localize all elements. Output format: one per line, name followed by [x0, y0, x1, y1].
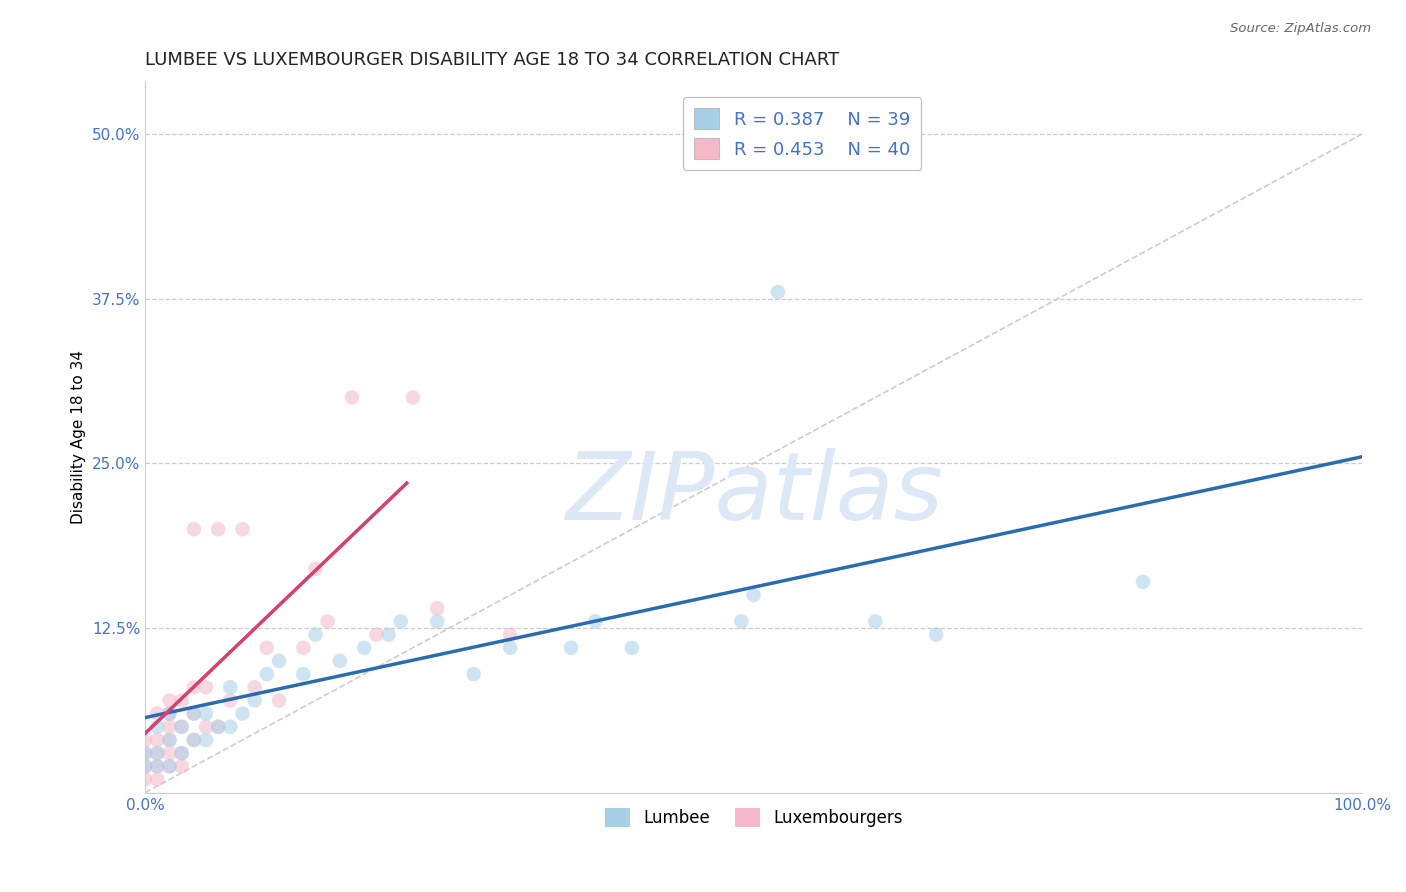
Point [231, 522, 253, 536]
Point [316, 615, 339, 629]
Point [329, 654, 352, 668]
Point [170, 746, 193, 760]
Point [170, 759, 193, 773]
Text: LUMBEE VS LUXEMBOURGER DISABILITY AGE 18 TO 34 CORRELATION CHART: LUMBEE VS LUXEMBOURGER DISABILITY AGE 18… [145, 51, 839, 69]
Point [170, 746, 193, 760]
Point [195, 733, 218, 747]
Point [366, 627, 388, 641]
Point [146, 746, 169, 760]
Point [134, 746, 156, 760]
Y-axis label: Disability Age 18 to 34: Disability Age 18 to 34 [72, 350, 86, 524]
Point [463, 667, 485, 681]
Point [159, 746, 181, 760]
Point [170, 693, 193, 707]
Point [207, 522, 229, 536]
Point [304, 562, 326, 576]
Point [560, 640, 582, 655]
Point [620, 640, 643, 655]
Point [402, 391, 425, 405]
Point [292, 667, 315, 681]
Point [243, 680, 266, 694]
Point [353, 640, 375, 655]
Point [267, 693, 290, 707]
Point [170, 720, 193, 734]
Point [146, 720, 169, 734]
Point [146, 746, 169, 760]
Point [134, 746, 156, 760]
Text: ZIPatlas: ZIPatlas [565, 449, 942, 540]
Point [426, 615, 449, 629]
Point [146, 733, 169, 747]
Point [292, 640, 315, 655]
Point [146, 706, 169, 721]
Point [340, 391, 363, 405]
Point [159, 759, 181, 773]
Point [925, 627, 948, 641]
Point [183, 706, 205, 721]
Point [159, 706, 181, 721]
Point [219, 680, 242, 694]
Point [146, 759, 169, 773]
Point [134, 733, 156, 747]
Point [159, 720, 181, 734]
Point [730, 615, 752, 629]
Point [377, 627, 399, 641]
Text: Source: ZipAtlas.com: Source: ZipAtlas.com [1230, 22, 1371, 36]
Point [742, 588, 765, 602]
Point [170, 720, 193, 734]
Point [865, 615, 887, 629]
Point [207, 720, 229, 734]
Point [195, 680, 218, 694]
Point [256, 667, 278, 681]
Point [243, 693, 266, 707]
Point [426, 601, 449, 615]
Point [159, 733, 181, 747]
Point [195, 720, 218, 734]
Legend: Lumbee, Luxembourgers: Lumbee, Luxembourgers [598, 802, 910, 834]
Point [499, 640, 522, 655]
Point [499, 627, 522, 641]
Point [159, 706, 181, 721]
Point [1132, 574, 1154, 589]
Point [766, 285, 789, 299]
Point [183, 706, 205, 721]
Point [183, 680, 205, 694]
Point [146, 772, 169, 787]
Point [207, 720, 229, 734]
Point [159, 733, 181, 747]
Point [183, 733, 205, 747]
Point [159, 759, 181, 773]
Point [267, 654, 290, 668]
Point [146, 759, 169, 773]
Point [195, 706, 218, 721]
Point [256, 640, 278, 655]
Point [219, 720, 242, 734]
Point [219, 693, 242, 707]
Point [134, 772, 156, 787]
Point [134, 759, 156, 773]
Point [183, 733, 205, 747]
Point [134, 759, 156, 773]
Point [231, 706, 253, 721]
Point [389, 615, 412, 629]
Point [304, 627, 326, 641]
Point [583, 615, 606, 629]
Point [159, 693, 181, 707]
Point [183, 522, 205, 536]
